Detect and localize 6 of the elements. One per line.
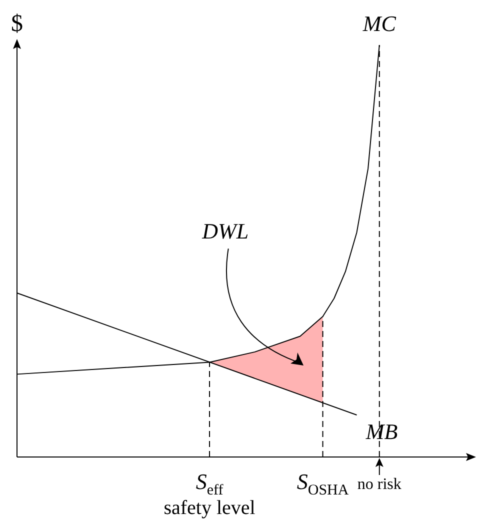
series-label: MB <box>364 418 398 444</box>
x-axis-title: safety level <box>164 497 256 519</box>
x-tick-label: no risk <box>357 476 402 493</box>
annotation: DWL <box>201 218 249 244</box>
y-axis-title: $ <box>11 11 23 37</box>
series-label: MC <box>362 11 396 36</box>
